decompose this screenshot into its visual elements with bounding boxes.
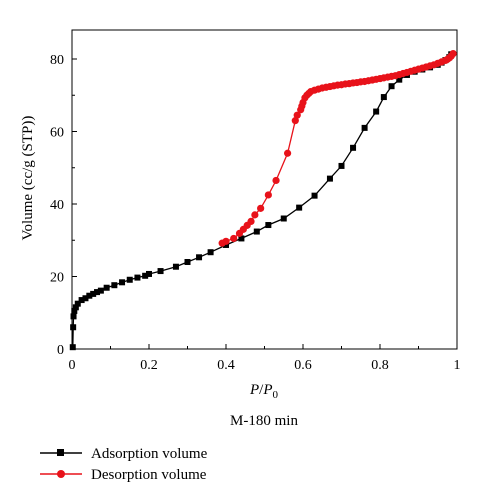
data-point-adsorption <box>296 204 303 211</box>
data-point-adsorption <box>86 292 93 299</box>
data-point-desorption <box>235 229 244 237</box>
y-tick-label: 80 <box>50 53 64 68</box>
x-axis-title-subscript: 0 <box>273 389 279 401</box>
data-point-adsorption <box>396 76 403 83</box>
data-point-desorption <box>272 176 280 185</box>
data-point-adsorption <box>72 304 79 311</box>
data-point-adsorption <box>119 279 126 286</box>
data-point-desorption <box>257 204 265 212</box>
legend-label-desorption: Desorption volume <box>91 467 207 483</box>
x-tick-label: 0.4 <box>217 358 235 373</box>
series-layer <box>69 49 457 351</box>
data-point-desorption <box>264 191 272 199</box>
data-point-adsorption <box>280 215 287 222</box>
data-point-desorption <box>218 239 226 247</box>
data-point-adsorption <box>71 307 78 314</box>
x-tick-label: 0 <box>69 358 76 373</box>
x-tick-label: 0.8 <box>371 358 389 373</box>
legend: Adsorption volume Desorption volume <box>40 446 208 483</box>
x-axis-title-p0: P <box>262 382 272 398</box>
data-point-adsorption <box>238 235 245 242</box>
data-point-adsorption <box>172 263 179 270</box>
y-tick-label: 40 <box>50 198 64 213</box>
data-point-adsorption <box>111 282 118 289</box>
x-axis-title-slash: / <box>259 382 264 398</box>
data-point-adsorption <box>184 259 191 265</box>
chart-subtitle: M-180 min <box>230 413 298 429</box>
legend-label-adsorption: Adsorption volume <box>91 446 208 462</box>
y-tick-label: 0 <box>57 343 64 358</box>
data-point-adsorption <box>97 287 104 294</box>
data-point-desorption <box>230 234 238 243</box>
data-point-adsorption <box>94 289 101 296</box>
data-point-adsorption <box>223 241 229 248</box>
data-point-adsorption <box>361 124 368 131</box>
data-point-adsorption <box>126 276 133 283</box>
data-point-adsorption <box>157 268 164 275</box>
data-point-adsorption <box>373 108 380 115</box>
x-axis-title-p: P <box>249 382 259 398</box>
data-point-desorption <box>291 117 299 125</box>
data-point-adsorption <box>265 222 272 229</box>
y-axis-title: Volume (cc/g (STP)) <box>20 116 36 241</box>
y-tick-label: 20 <box>50 271 64 286</box>
data-point-adsorption <box>338 162 345 169</box>
legend-marker-desorption <box>57 470 65 478</box>
data-point-adsorption <box>142 272 149 279</box>
data-point-adsorption <box>350 144 357 151</box>
data-point-adsorption <box>90 290 97 297</box>
x-tick-label: 0.2 <box>140 358 158 373</box>
data-point-adsorption <box>388 83 395 90</box>
x-axis-ticks: 0 0.2 0.4 0.6 0.8 1 <box>69 344 461 373</box>
data-point-adsorption <box>326 175 333 182</box>
data-point-adsorption <box>82 295 89 302</box>
x-tick-label: 0.6 <box>294 358 312 373</box>
data-point-desorption <box>284 149 292 157</box>
legend-item-desorption: Desorption volume <box>40 467 207 483</box>
legend-item-adsorption: Adsorption volume <box>40 446 208 462</box>
data-point-desorption <box>293 111 301 119</box>
series-adsorption <box>69 51 455 351</box>
data-point-adsorption <box>103 284 110 291</box>
data-point-adsorption <box>69 344 76 351</box>
data-point-adsorption <box>253 228 260 235</box>
data-point-desorption <box>297 106 305 114</box>
data-point-adsorption <box>134 274 141 281</box>
x-tick-label: 1 <box>454 358 461 373</box>
legend-marker-adsorption <box>57 449 64 456</box>
data-point-adsorption <box>74 300 81 307</box>
data-point-adsorption <box>78 297 85 304</box>
y-tick-label: 60 <box>50 126 64 141</box>
data-point-adsorption <box>70 324 77 331</box>
data-point-adsorption <box>70 313 77 320</box>
x-axis-title: P/P0 <box>249 382 279 401</box>
data-point-adsorption <box>311 192 318 199</box>
series-desorption <box>218 49 457 247</box>
data-point-adsorption <box>380 94 387 101</box>
data-point-desorption <box>251 211 259 219</box>
data-point-adsorption <box>196 254 203 261</box>
series-line-adsorption <box>72 53 452 348</box>
data-point-adsorption <box>207 249 214 256</box>
data-point-adsorption <box>146 270 152 277</box>
